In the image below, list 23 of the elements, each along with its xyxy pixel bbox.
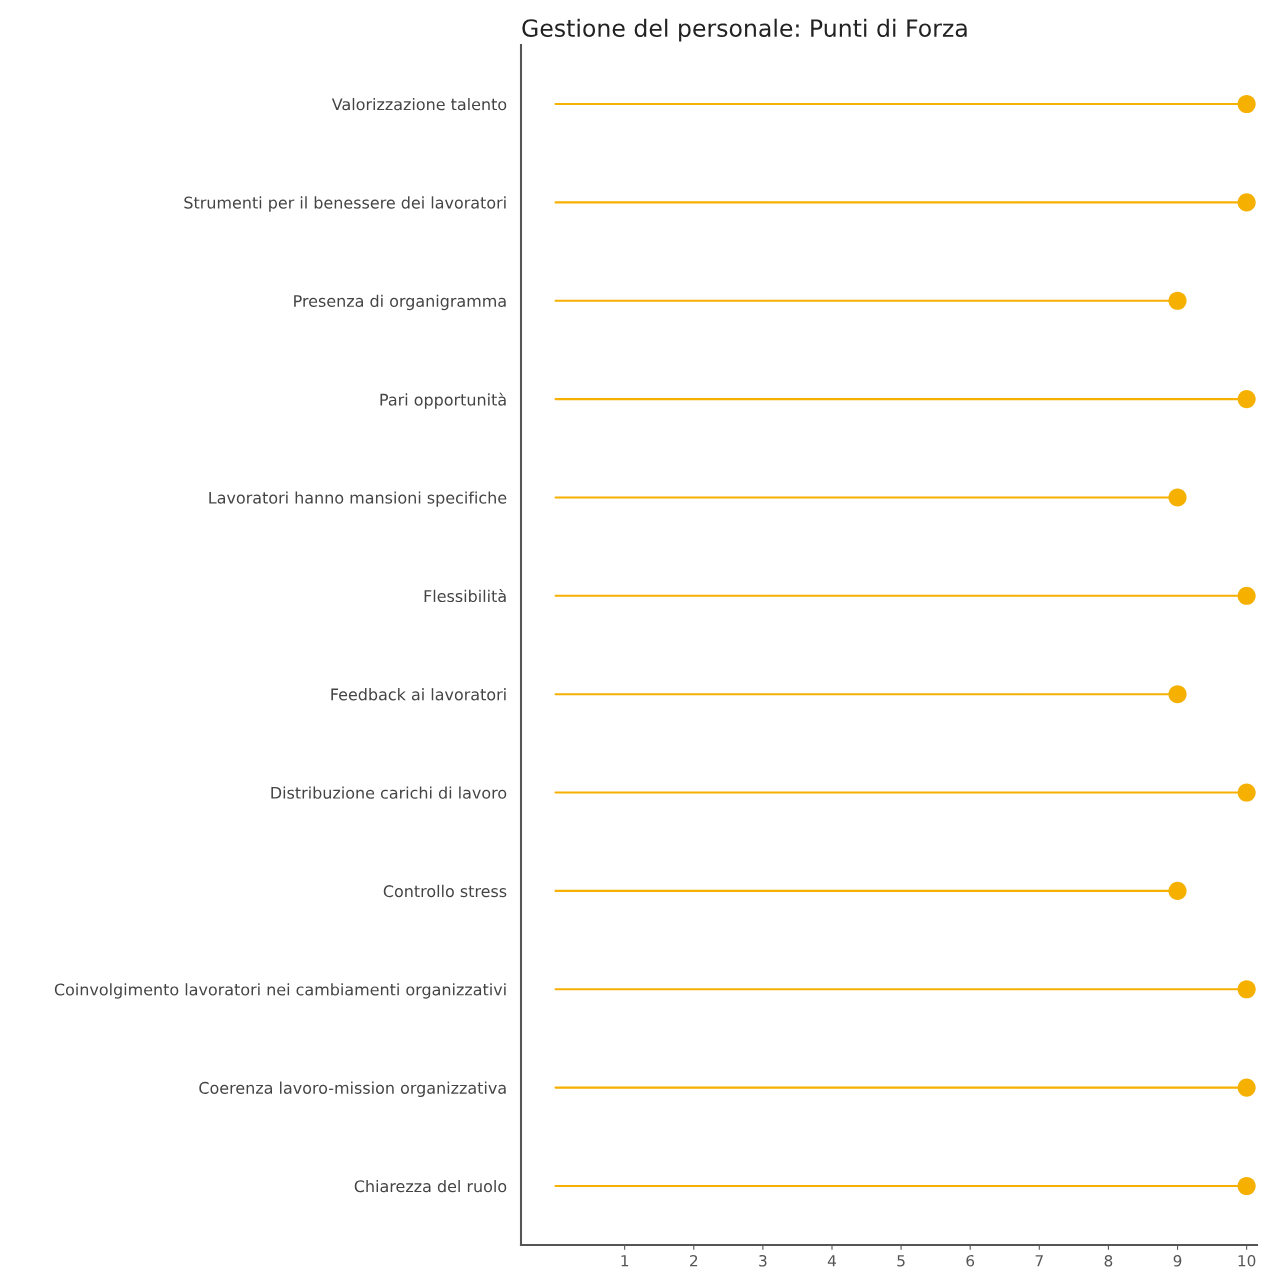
- x-tick-label: 1: [621, 1255, 629, 1267]
- y-tick-label: Valorizzazione talento: [331, 97, 507, 111]
- x-tick-label: 10: [1238, 1254, 1256, 1267]
- x-tick-label: 9: [1173, 1254, 1182, 1267]
- x-tick-label: 7: [1035, 1255, 1043, 1267]
- y-tick-label: Presenza di organigramma: [294, 294, 506, 311]
- y-tick-label: Distribuzione carichi di lavoro: [271, 786, 507, 799]
- y-tick-label: Pari opportunità: [380, 392, 506, 409]
- x-tick-label: 8: [1104, 1254, 1113, 1267]
- x-tick-label: 2: [690, 1254, 698, 1267]
- y-tick-label: Coerenza lavoro-mission organizzativa: [199, 1081, 506, 1098]
- y-tick-label: Strumenti per il benessere dei lavoratori: [184, 196, 506, 212]
- y-tick-label: Feedback ai lavoratori: [331, 688, 506, 701]
- y-tick-label: Flessibilità: [424, 589, 506, 603]
- chart-title: Gestione del personale: Punti di Forza: [522, 18, 967, 42]
- x-tick-label: 4: [827, 1255, 836, 1267]
- x-tick-label: 3: [759, 1254, 767, 1267]
- y-tick-label: Controllo stress: [383, 884, 507, 898]
- x-tick-label: 5: [897, 1255, 905, 1267]
- y-tick-label: Chiarezza del ruolo: [354, 1179, 507, 1193]
- x-tick-label: 6: [966, 1254, 975, 1267]
- y-tick-label: Coinvolgimento lavoratori nei cambiamenti organizzativi: [54, 983, 506, 999]
- y-tick-label: Lavoratori hanno mansioni specifiche: [209, 491, 507, 507]
